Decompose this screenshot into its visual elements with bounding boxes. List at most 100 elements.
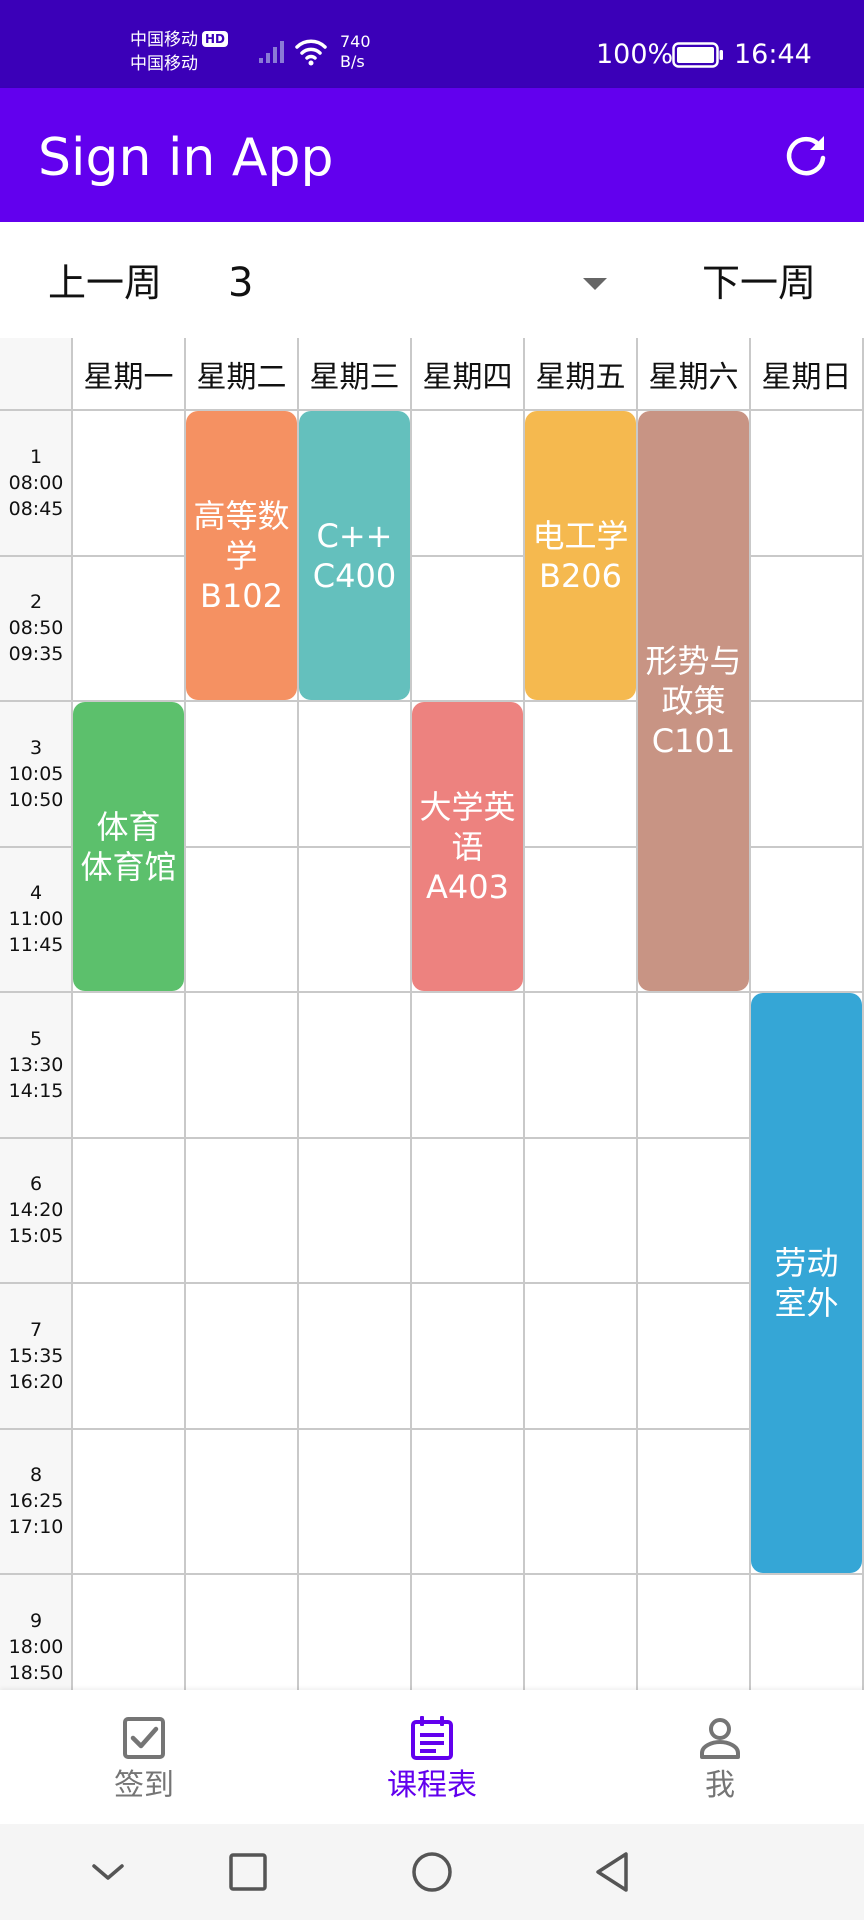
day-header: 星期一 (72, 338, 185, 410)
day-header: 星期六 (637, 338, 750, 410)
period-start: 10:05 (8, 762, 64, 785)
course-room: 体育馆 (80, 847, 177, 886)
grid-line (410, 338, 412, 1690)
period-end: 16:20 (8, 1370, 64, 1393)
course-room: C400 (312, 556, 397, 595)
course-name: 形势与政策 (645, 642, 742, 720)
course-room: B206 (538, 556, 623, 595)
prev-week-button[interactable]: 上一周 (48, 261, 163, 305)
nav-sign-in[interactable]: 签到 (44, 1690, 244, 1824)
course-name: 体育 (96, 807, 161, 846)
period-time-cell: 1 08:00 08:45 (0, 410, 72, 556)
period-end: 14:15 (8, 1079, 64, 1102)
nav-timetable-label: 课程表 (387, 1768, 477, 1803)
nav-sign-in-label: 签到 (114, 1768, 174, 1803)
course-block[interactable]: 高等数学 B102 (186, 411, 297, 700)
nav-timetable[interactable]: 课程表 (332, 1690, 532, 1824)
back-triangle-icon[interactable] (592, 1850, 636, 1894)
grid-line (71, 338, 73, 1690)
grid-line (0, 1427, 864, 1430)
period-start: 13:30 (8, 1053, 64, 1076)
nav-me[interactable]: 我 (620, 1690, 820, 1824)
week-selector: 上一周 3 下一周 (0, 222, 864, 338)
period-num: 7 (29, 1318, 43, 1341)
period-time-cell: 5 13:30 14:15 (0, 992, 72, 1138)
period-time-cell: 6 14:20 15:05 (0, 1137, 72, 1283)
clock: 16:44 (734, 39, 812, 70)
period-num: 4 (29, 882, 43, 905)
grid-line (0, 1573, 864, 1575)
course-block[interactable]: 劳动 室外 (751, 993, 862, 1573)
period-num: 5 (29, 1027, 43, 1050)
day-header: 星期三 (298, 338, 411, 410)
course-block[interactable]: 形势与政策 C101 (638, 411, 749, 991)
grid-line (0, 409, 864, 411)
person-icon (700, 1718, 740, 1759)
period-start: 14:20 (8, 1199, 64, 1222)
period-start: 18:00 (8, 1635, 64, 1658)
period-end: 15:05 (8, 1225, 64, 1248)
period-start: 16:25 (8, 1490, 64, 1513)
grid-line (636, 338, 638, 1690)
refresh-icon[interactable] (780, 130, 832, 182)
grid-line (297, 338, 299, 1690)
period-end: 08:45 (8, 497, 64, 520)
period-time-cell: 7 15:35 16:20 (0, 1283, 72, 1429)
course-name: 劳动 (774, 1244, 839, 1282)
period-end: 10:50 (8, 788, 64, 811)
grid-line (523, 338, 525, 1690)
grid-line (0, 554, 864, 557)
checkbox-icon (123, 1717, 165, 1759)
status-bar: 中国移动 HD 中国移动 740 B/s 100% 16:44 (0, 0, 864, 88)
nav-me-label: 我 (705, 1768, 735, 1803)
course-name: 电工学 (532, 516, 629, 555)
period-end: 11:45 (8, 934, 64, 957)
course-block[interactable]: 电工学 B206 (525, 411, 636, 700)
period-end: 17:10 (8, 1516, 64, 1539)
period-start: 08:50 (8, 617, 64, 640)
period-num: 3 (29, 736, 43, 759)
net-speed-unit: B/s (340, 52, 365, 71)
carrier-1: 中国移动 (130, 30, 198, 50)
period-start: 11:00 (8, 908, 64, 931)
course-block[interactable]: 体育 体育馆 (73, 702, 184, 991)
course-room: 室外 (774, 1284, 839, 1322)
period-num: 1 (29, 445, 43, 468)
period-end: 09:35 (8, 643, 64, 666)
period-time-cell: 2 08:50 09:35 (0, 555, 72, 701)
week-select[interactable]: 3 (228, 260, 254, 306)
course-block[interactable]: 大学英语 A403 (412, 702, 523, 991)
carrier-info: 中国移动 HD 中国移动 (130, 28, 229, 76)
course-name: 大学英语 (419, 787, 516, 866)
period-num: 6 (29, 1173, 43, 1196)
course-room: A403 (426, 867, 509, 906)
net-speed: 740 B/s (340, 32, 371, 72)
dropdown-arrow-icon[interactable] (580, 274, 610, 294)
day-header: 星期四 (411, 338, 524, 410)
app-title: Sign in App (38, 128, 334, 188)
wifi-icon (295, 39, 327, 66)
period-end: 18:50 (8, 1661, 64, 1684)
grid-line (184, 338, 186, 1690)
period-start: 15:35 (8, 1344, 64, 1367)
course-block[interactable]: C++ C400 (299, 411, 410, 700)
home-circle-icon[interactable] (410, 1850, 454, 1894)
chevron-down-icon[interactable] (86, 1850, 130, 1894)
timetable: 星期一 星期二 星期三 星期四 星期五 星期六 星期日 1 08:00 08:45 2 08:50 09… (0, 338, 864, 1690)
period-time-cell: 8 16:25 17:10 (0, 1428, 72, 1574)
period-num: 9 (29, 1609, 43, 1632)
course-name: C++ (316, 516, 393, 555)
course-name: 高等数学 (193, 496, 290, 575)
grid-line (0, 991, 864, 993)
grid-line (0, 1136, 864, 1139)
recents-square-icon[interactable] (226, 1850, 270, 1894)
grid-line (862, 338, 864, 1690)
period-time-cell: 3 10:05 10:50 (0, 701, 72, 847)
grid-line (0, 700, 864, 702)
day-header: 星期二 (185, 338, 298, 410)
grid-line (0, 1282, 864, 1284)
hd-badge: HD (202, 31, 229, 47)
next-week-button[interactable]: 下一周 (702, 261, 817, 305)
calendar-list-icon (411, 1716, 453, 1760)
day-header: 星期日 (750, 338, 863, 410)
